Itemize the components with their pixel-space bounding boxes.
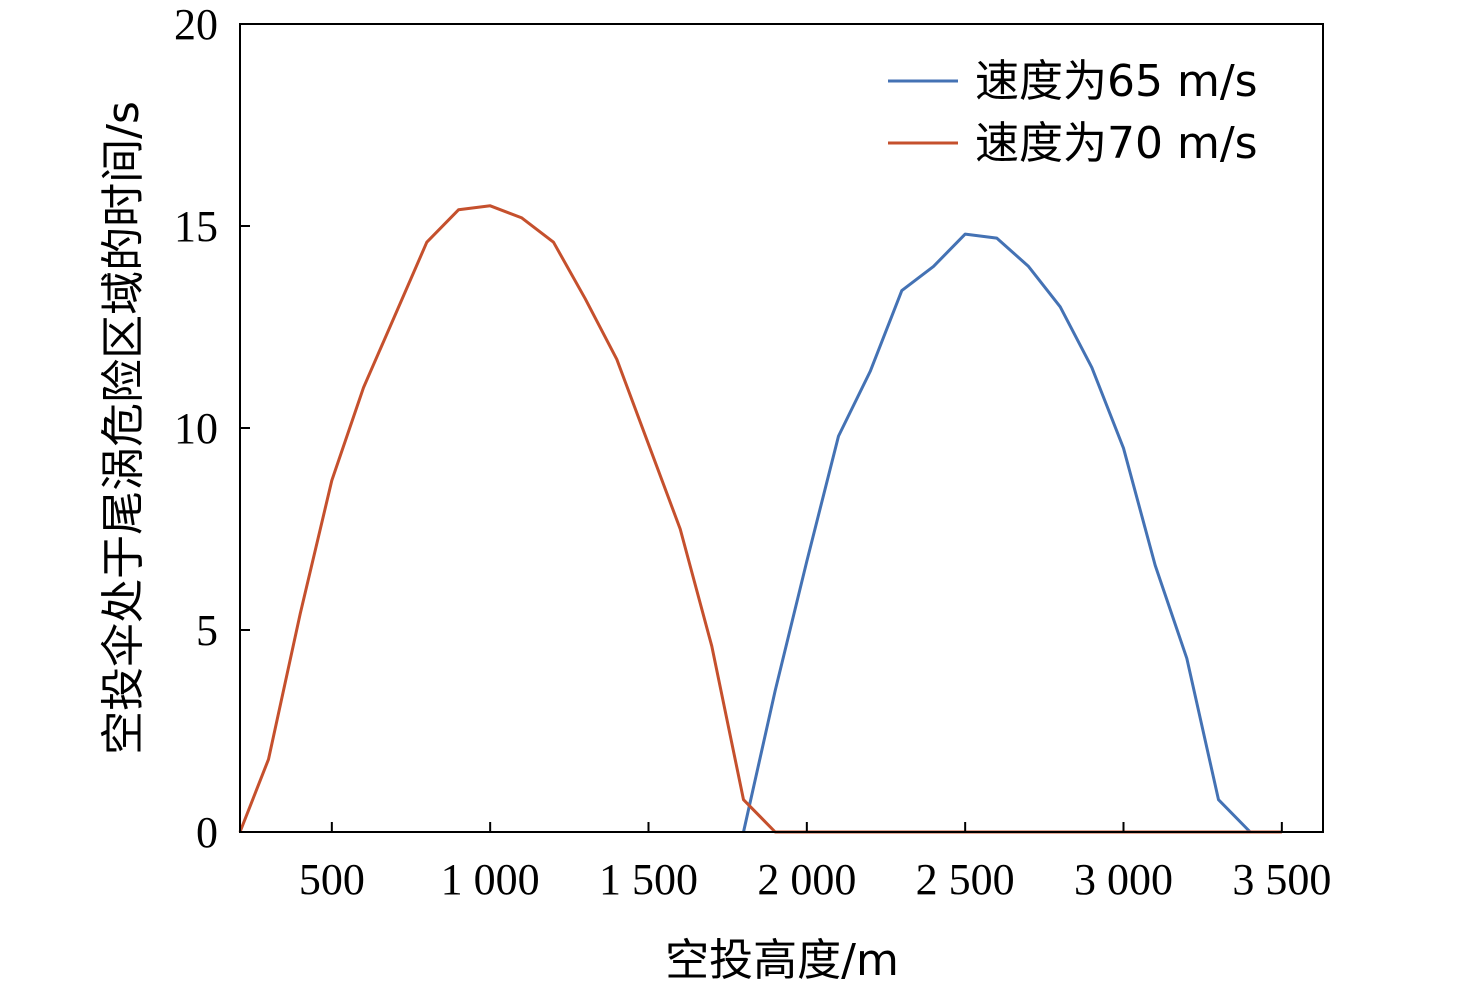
series-line-1	[742, 232, 1282, 834]
y-tick-label: 5	[196, 606, 218, 655]
y-tick-label: 0	[196, 808, 218, 857]
y-tick-label: 10	[174, 404, 218, 453]
x-axis-title: 空投高度/m	[665, 935, 899, 986]
legend: 速度为65 m/s 速度为70 m/s	[888, 56, 1258, 169]
x-tick-label: 3 000	[1074, 855, 1173, 904]
legend-label-2: 速度为70 m/s	[975, 118, 1258, 169]
x-tick-label: 1 000	[441, 855, 540, 904]
x-tick-label: 3 500	[1232, 855, 1331, 904]
x-tick-label: 2 000	[757, 855, 856, 904]
y-tick-label: 20	[174, 0, 218, 49]
x-tick-label: 500	[299, 855, 365, 904]
series-line-2	[238, 204, 1282, 834]
y-axis-title: 空投伞处于尾涡危险区域的时间/s	[98, 101, 149, 755]
x-tick-label: 1 500	[599, 855, 698, 904]
x-tick-label: 2 500	[916, 855, 1015, 904]
legend-label-1: 速度为65 m/s	[975, 56, 1258, 107]
y-tick-label: 15	[174, 202, 218, 251]
